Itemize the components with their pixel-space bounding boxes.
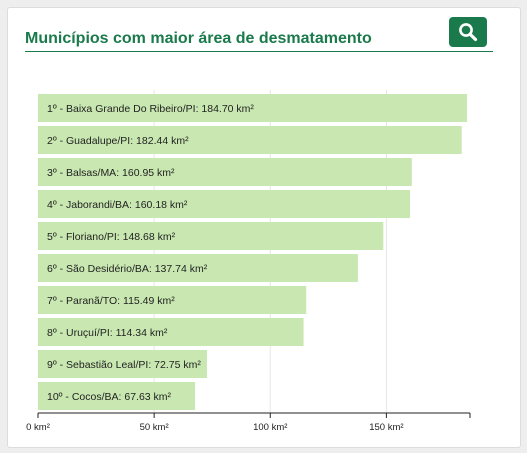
bar-label: 3º - Balsas/MA: 160.95 km² xyxy=(47,167,175,179)
bar[interactable] xyxy=(38,318,304,346)
bar-label: 5º - Floriano/PI: 148.68 km² xyxy=(47,231,176,243)
bar[interactable] xyxy=(38,94,467,122)
bar-label: 2º - Guadalupe/PI: 182.44 km² xyxy=(47,135,189,147)
search-button[interactable] xyxy=(449,17,487,47)
x-tick-label: 50 km² xyxy=(140,422,169,433)
bar-label: 7º - Paranã/TO: 115.49 km² xyxy=(47,295,175,307)
search-icon xyxy=(459,23,478,42)
bar[interactable] xyxy=(38,350,207,378)
x-axis: 0 km² 50 km² 100 km² 150 km² xyxy=(26,412,471,433)
bar-label: 1º - Baixa Grande Do Ribeiro/PI: 184.70 … xyxy=(47,103,254,115)
x-tick-label: 100 km² xyxy=(253,422,287,433)
bars: 1º - Baixa Grande Do Ribeiro/PI: 184.70 … xyxy=(38,94,467,410)
bar[interactable] xyxy=(38,254,358,282)
bar-label: 8º - Uruçuí/PI: 114.34 km² xyxy=(47,327,168,339)
bar-label: 6º - São Desidério/BA: 137.74 km² xyxy=(47,263,208,275)
chart-title: Municípios com maior área de desmatament… xyxy=(25,30,372,47)
bar[interactable] xyxy=(38,190,411,218)
bar[interactable] xyxy=(38,158,412,186)
bar[interactable] xyxy=(38,126,462,154)
x-tick-label: 150 km² xyxy=(369,422,403,433)
bar-label: 9º - Sebastião Leal/PI: 72.75 km² xyxy=(47,359,201,371)
bar[interactable] xyxy=(38,222,384,250)
x-tick-label: 0 km² xyxy=(26,422,50,433)
bar[interactable] xyxy=(38,382,196,410)
bar[interactable] xyxy=(38,286,307,314)
bar-label: 10º - Cocos/BA: 67.63 km² xyxy=(47,391,172,403)
bar-label: 4º - Jaborandi/BA: 160.18 km² xyxy=(47,199,188,211)
title-divider xyxy=(25,51,493,52)
